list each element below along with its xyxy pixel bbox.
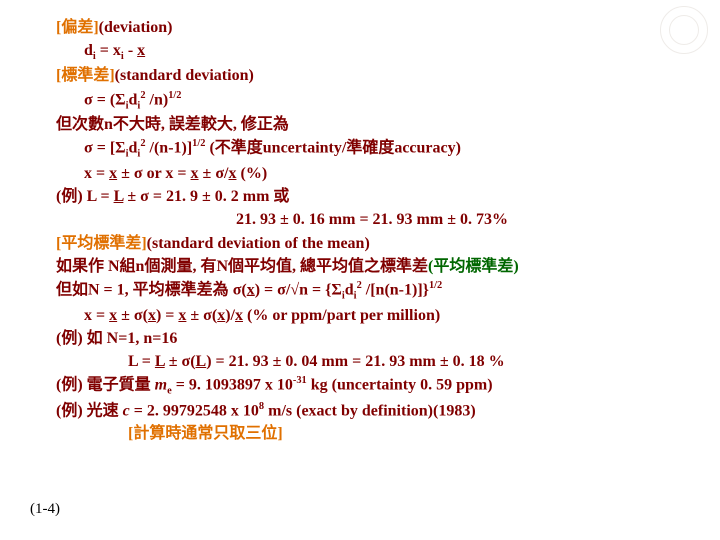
line-N-groups: 如果作 N組n個測量, 有N個平均值, 總平均值之標準差(平均標準差): [56, 255, 680, 278]
text: /(n-1)]: [146, 140, 193, 157]
text: x =: [84, 307, 109, 324]
text: ) = 21. 93 ± 0. 04 mm = 21. 93 mm ± 0. 1…: [206, 353, 504, 370]
sup: -31: [293, 375, 307, 386]
text: σ =: [84, 91, 110, 108]
text: (deviation): [99, 19, 173, 36]
line-x-expr: x = x ± σ or x = x ± σ/x (%): [56, 162, 680, 185]
text: x: [247, 281, 255, 298]
line-example-me: (例) 電子質量 me = 9. 1093897 x 10-31 kg (unc…: [56, 373, 680, 399]
line-sigma-corrected: σ = [Σidi2 /(n-1)]1/2 (不準度uncertainty/準確…: [56, 136, 680, 162]
text: L =: [128, 353, 155, 370]
text: x =: [84, 165, 109, 182]
line-example-c: (例) 光速 c = 2. 99792548 x 108 m/s (exact …: [56, 399, 680, 423]
sub: i: [137, 100, 140, 111]
text: ) = σ/√n = {Σ: [255, 281, 342, 298]
text: (standard deviation): [115, 67, 254, 84]
text: /[n(n-1)]}: [362, 281, 429, 298]
text: (不準度uncertainty/準確度accuracy): [205, 140, 461, 157]
text: (例) L =: [56, 188, 114, 205]
text: (例) 光速: [56, 402, 123, 419]
text: )/: [225, 307, 235, 324]
line-example-L1b: 21. 93 ± 0. 16 mm = 21. 93 mm ± 0. 73%: [56, 208, 680, 231]
text: ± σ(: [186, 307, 217, 324]
text: 但次數n不大時, 誤差較大, 修正為: [56, 116, 289, 133]
label-deviation: [偏差]: [56, 19, 99, 36]
sup: 1/2: [192, 138, 205, 149]
text: 如果作 N組n個測量, 有N個平均值, 總平均值之標準差: [56, 258, 428, 275]
line-example-N1: (例) 如 N=1, n=16: [56, 327, 680, 350]
text: m/s (exact by definition)(1983): [264, 402, 476, 419]
text: = x: [96, 42, 121, 59]
text: σ =: [84, 140, 110, 157]
line-example-L2: L = L ± σ(L) = 21. 93 ± 0. 04 mm = 21. 9…: [56, 350, 680, 373]
university-seal: [660, 6, 708, 54]
text: x: [191, 165, 199, 182]
text-green: (平均標準差): [428, 258, 519, 275]
text: = 2. 99792548 x 10: [130, 402, 259, 419]
line-note: 但次數n不大時, 誤差較大, 修正為: [56, 113, 680, 136]
label-std: [標準差]: [56, 67, 115, 84]
sub: i: [137, 149, 140, 160]
text: x: [217, 307, 225, 324]
text: [Σ: [110, 140, 126, 157]
line-deviation-header: [偏差](deviation): [56, 16, 680, 39]
line-N1: 但如N = 1, 平均標準差為 σ(x) = σ/√n = {Σidi2 /[n…: [56, 278, 680, 304]
text: d: [84, 42, 93, 59]
text: kg (uncertainty 0. 59 ppm): [307, 376, 493, 393]
slide-content: [偏差](deviation) di = xi - x [標準差](standa…: [0, 0, 720, 445]
text: ) =: [156, 307, 178, 324]
sub: i: [354, 290, 357, 301]
line-di-formula: di = xi - x: [56, 39, 680, 64]
text: σ(: [233, 281, 247, 298]
text: = 9. 1093897 x 10: [172, 376, 293, 393]
line-std-header: [標準差](standard deviation): [56, 64, 680, 87]
text: x: [109, 165, 117, 182]
text: L: [155, 353, 165, 370]
text: (standard deviation of the mean): [147, 235, 370, 252]
text: -: [124, 42, 137, 59]
text: x: [109, 307, 117, 324]
text: /n): [146, 91, 169, 108]
text: (% or ppm/part per million): [243, 307, 440, 324]
text: L: [114, 188, 124, 205]
text: x: [148, 307, 156, 324]
sup: 1/2: [429, 280, 442, 291]
text: m: [155, 376, 167, 393]
text: ± σ(: [165, 353, 196, 370]
text: ± σ or x =: [117, 165, 190, 182]
text: ± σ/: [199, 165, 229, 182]
text: (Σ: [110, 91, 126, 108]
text: (例) 如 N=1, n=16: [56, 330, 177, 347]
text: (%): [236, 165, 267, 182]
text: ± σ = 21. 9 ± 0. 2 mm 或: [123, 188, 289, 205]
line-sdmean-header: [平均標準差](standard deviation of the mean): [56, 232, 680, 255]
text-xbar: x: [137, 42, 145, 59]
sup: 1/2: [168, 90, 181, 101]
text: [計算時通常只取三位]: [128, 425, 283, 442]
line-example-L1: (例) L = L ± σ = 21. 9 ± 0. 2 mm 或: [56, 185, 680, 208]
line-sigma-formula: σ = (Σidi2 /n)1/2: [56, 88, 680, 114]
text: c: [123, 402, 130, 419]
text: 21. 93 ± 0. 16 mm = 21. 93 mm ± 0. 73%: [236, 211, 508, 228]
line-x-mean-expr: x = x ± σ(x) = x ± σ(x)/x (% or ppm/part…: [56, 304, 680, 327]
text: x: [235, 307, 243, 324]
text: (例) 電子質量: [56, 376, 155, 393]
text: 但如N = 1, 平均標準差為: [56, 281, 233, 298]
label-sdmean: [平均標準差]: [56, 235, 147, 252]
text: ± σ(: [117, 307, 148, 324]
line-calc-note: [計算時通常只取三位]: [56, 422, 680, 445]
page-number: (1-4): [30, 501, 60, 518]
text: L: [196, 353, 207, 370]
text: d: [345, 281, 354, 298]
